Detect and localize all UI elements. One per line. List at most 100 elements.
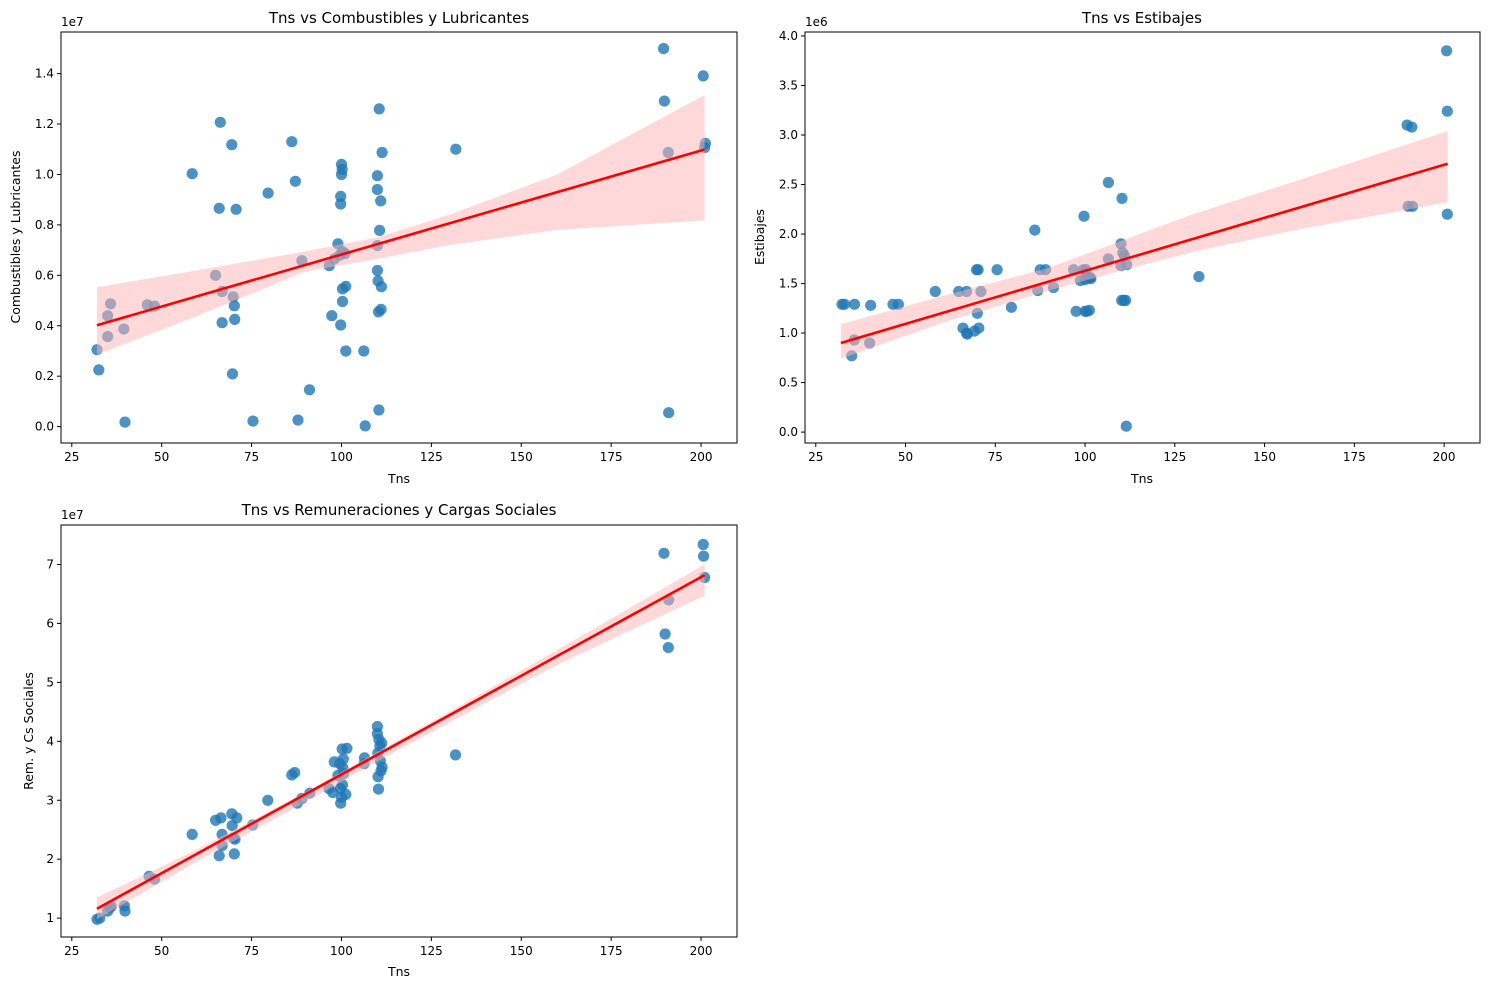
data-point: [292, 414, 304, 426]
data-point: [373, 404, 385, 416]
data-point: [359, 420, 371, 432]
data-point: [848, 298, 861, 310]
data-point: [697, 538, 709, 551]
data-point: [372, 783, 385, 795]
y-tick-label: 4.0: [779, 29, 798, 43]
data-point: [340, 788, 352, 801]
data-point: [929, 285, 941, 298]
data-point: [838, 298, 851, 310]
data-point: [658, 95, 671, 107]
x-tick-label: 175: [1343, 450, 1366, 464]
data-point: [186, 168, 198, 180]
y-axis-label: Estibajes: [752, 209, 767, 265]
axes-frame: [60, 31, 738, 444]
y-tick-label: 0.0: [35, 420, 54, 434]
data-point: [229, 313, 241, 325]
data-point: [1441, 45, 1453, 57]
y-tick-label: 1.0: [35, 167, 54, 181]
plot-area: [91, 43, 712, 432]
y-tick-label: 1.0: [779, 326, 798, 340]
data-point: [991, 264, 1003, 276]
data-point: [1078, 210, 1090, 222]
y-tick-label: 3.0: [779, 128, 798, 142]
y-tick-label: 0.4: [35, 319, 54, 333]
x-tick-label: 175: [600, 450, 623, 464]
y-tick-label: 3.5: [779, 78, 798, 92]
data-point: [662, 642, 674, 654]
data-point: [371, 170, 383, 182]
y-tick-label: 1.5: [779, 277, 798, 291]
data-point: [658, 43, 670, 55]
data-point: [226, 139, 238, 151]
data-point: [698, 550, 710, 562]
y-tick-label: 3: [46, 793, 54, 807]
regression-line: [840, 162, 1449, 345]
data-point: [228, 848, 240, 860]
x-tick-label: 75: [244, 944, 259, 958]
data-point: [289, 767, 301, 779]
x-tick-label: 125: [420, 944, 443, 958]
x-tick-label: 200: [1433, 450, 1456, 464]
x-tick-label: 150: [510, 450, 533, 464]
data-point: [1029, 224, 1041, 236]
y-tick-label: 7: [46, 557, 54, 571]
data-point: [371, 184, 383, 196]
x-tick-label: 50: [154, 450, 169, 464]
data-point: [303, 384, 316, 396]
data-point: [337, 753, 349, 765]
data-point: [1406, 121, 1418, 133]
data-point: [216, 317, 228, 329]
confidence-band: [840, 131, 1448, 359]
x-tick-label: 150: [510, 944, 533, 958]
x-axis-label: Tns: [387, 471, 410, 486]
plot-area: [91, 538, 711, 925]
subplot-remuneraciones: Tns vs Remuneraciones y Cargas Sociales …: [21, 501, 738, 979]
plot-area: [836, 45, 1453, 432]
data-point: [213, 202, 225, 214]
data-point: [335, 319, 347, 331]
y-tick-label: 0.0: [779, 425, 798, 439]
data-point: [375, 195, 387, 207]
data-point: [1441, 208, 1453, 220]
chart-title: Tns vs Remuneraciones y Cargas Sociales: [241, 501, 557, 519]
y-offset-label: 1e6: [805, 15, 828, 29]
subplot-estibajes: Tns vs Estibajes 1e6 Tns Estibajes 25 50 7…: [752, 9, 1481, 486]
data-point: [230, 203, 242, 215]
data-point: [973, 322, 985, 334]
data-point: [1083, 304, 1095, 316]
x-tick-label: 150: [1253, 450, 1276, 464]
data-point: [247, 415, 259, 427]
regression-line: [96, 573, 706, 910]
data-point: [658, 547, 670, 559]
data-point: [228, 300, 240, 312]
data-point: [358, 345, 370, 357]
x-tick-label: 100: [1074, 450, 1097, 464]
data-point: [376, 761, 388, 773]
data-point: [215, 812, 227, 824]
data-point: [1116, 192, 1128, 204]
data-point: [340, 280, 352, 292]
data-point: [373, 103, 385, 115]
data-point: [119, 416, 131, 428]
data-point: [697, 70, 709, 82]
data-point: [1193, 271, 1205, 283]
data-point: [119, 905, 131, 917]
data-point: [865, 299, 877, 311]
data-point: [1070, 305, 1082, 317]
axes-frame: [804, 31, 1481, 444]
data-point: [1005, 301, 1018, 313]
y-offset-label: 1e7: [61, 15, 84, 29]
data-point: [186, 828, 198, 841]
data-point: [663, 407, 675, 419]
regression-line: [96, 148, 705, 327]
data-point: [336, 295, 349, 308]
y-axis-label: Combustibles y Lubricantes: [8, 150, 23, 323]
x-axis-label: Tns: [387, 964, 410, 979]
data-point: [1120, 420, 1132, 432]
y-tick-label: 0.6: [35, 268, 54, 282]
y-tick-label: 2.5: [779, 178, 798, 192]
y-tick-label: 4: [46, 734, 54, 748]
data-point: [374, 224, 386, 236]
confidence-band: [97, 95, 705, 355]
